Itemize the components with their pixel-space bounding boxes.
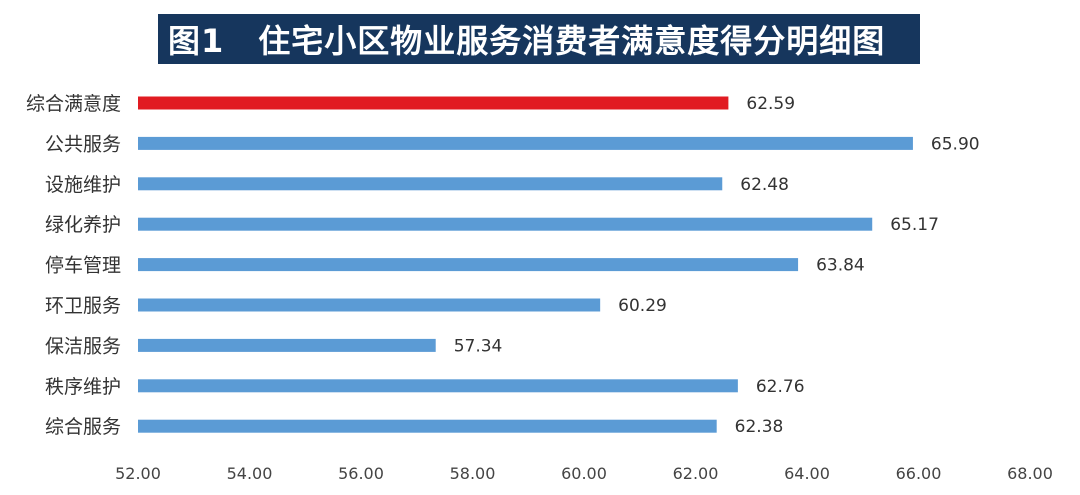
bar xyxy=(138,217,873,231)
x-tick-label: 56.00 xyxy=(338,464,384,483)
x-tick-label: 54.00 xyxy=(227,464,273,483)
bar xyxy=(138,177,723,191)
x-tick-label: 68.00 xyxy=(1007,464,1053,483)
chart-title-banner: 图1 住宅小区物业服务消费者满意度得分明细图 xyxy=(158,14,920,64)
bar xyxy=(138,419,717,433)
value-label: 57.34 xyxy=(454,336,503,356)
x-tick-label: 60.00 xyxy=(561,464,607,483)
category-label: 停车管理 xyxy=(45,255,121,277)
category-label: 设施维护 xyxy=(45,174,121,196)
x-tick-label: 58.00 xyxy=(450,464,496,483)
value-label: 62.48 xyxy=(740,175,789,195)
value-label: 62.59 xyxy=(746,94,795,114)
category-label: 综合满意度 xyxy=(26,93,121,115)
bar xyxy=(138,96,729,110)
category-label: 保洁服务 xyxy=(45,335,121,357)
bar xyxy=(138,379,738,393)
category-label: 秩序维护 xyxy=(45,376,121,398)
value-label: 63.84 xyxy=(816,256,865,276)
category-label: 绿化养护 xyxy=(45,214,121,236)
value-label: 65.17 xyxy=(890,215,939,235)
chart-title-prefix: 图1 xyxy=(168,22,225,60)
category-label: 综合服务 xyxy=(45,416,121,438)
x-tick-label: 52.00 xyxy=(115,464,161,483)
x-tick-label: 66.00 xyxy=(896,464,942,483)
x-tick-label: 62.00 xyxy=(673,464,719,483)
value-label: 60.29 xyxy=(618,296,667,316)
value-label: 65.90 xyxy=(931,134,980,154)
chart-title-text: 住宅小区物业服务消费者满意度得分明细图 xyxy=(258,22,886,60)
value-label: 62.38 xyxy=(735,417,784,437)
bar xyxy=(138,258,799,272)
category-label: 环卫服务 xyxy=(45,295,121,317)
x-tick-label: 64.00 xyxy=(784,464,830,483)
bar xyxy=(138,136,913,150)
bar xyxy=(138,298,601,312)
value-label: 62.76 xyxy=(756,377,805,397)
bar xyxy=(138,338,436,352)
category-label: 公共服务 xyxy=(45,133,121,155)
